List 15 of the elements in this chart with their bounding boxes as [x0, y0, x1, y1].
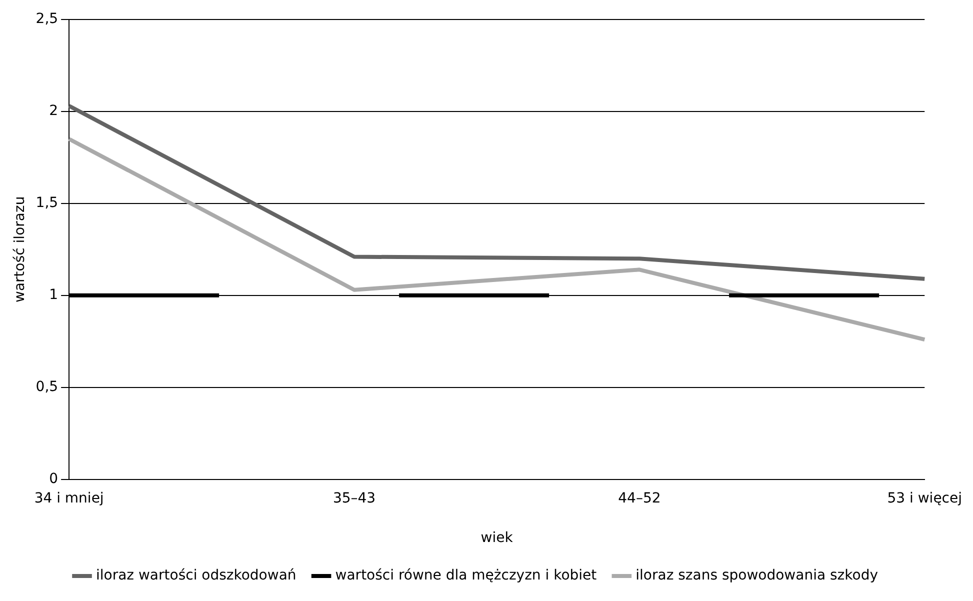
legend-label: iloraz wartości odszkodowań [96, 568, 296, 584]
y-tick-label: 2,5 [36, 11, 58, 28]
legend-label: iloraz szans spowodowania szkody [636, 568, 878, 584]
x-tick-label: 44–52 [618, 490, 661, 506]
x-tick-label: 53 i więcej [887, 490, 962, 506]
y-tick-label: 1 [49, 287, 58, 304]
y-axis-title: wartość ilorazu [12, 196, 28, 302]
x-tick-label: 34 i mniej [34, 490, 104, 506]
x-axis-title: wiek [480, 530, 514, 546]
x-tick-label: 35–43 [332, 490, 376, 506]
y-tick-label: 0 [49, 471, 58, 488]
y-tick-label: 2 [49, 103, 58, 120]
y-tick-label: 0,5 [36, 379, 58, 396]
y-tick-label: 1,5 [36, 195, 58, 212]
legend-label: wartości równe dla mężczyzn i kobiet [335, 568, 598, 584]
